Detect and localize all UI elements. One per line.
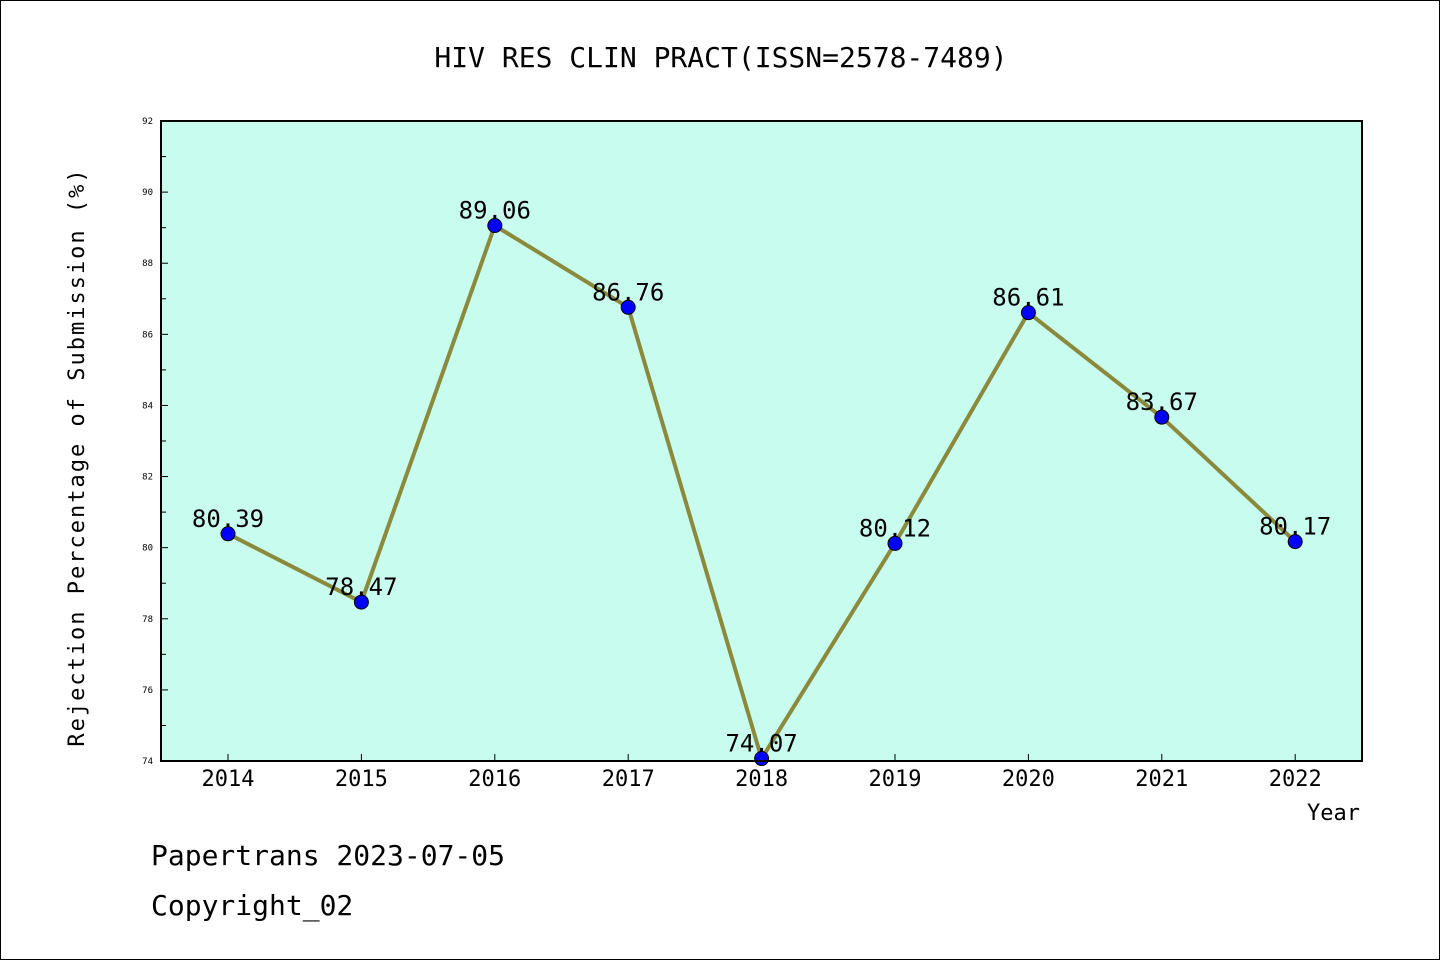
- plot-area: [161, 121, 1362, 761]
- data-labels: 80.39 78.47 89.06 86.76 74.07 80.12 86.61 83.67…: [192, 197, 1331, 758]
- x-tick-label: 2015: [335, 767, 388, 792]
- data-label-2015: 78.47: [325, 573, 397, 601]
- data-point-2019: [887, 535, 903, 551]
- plot-border: [160, 120, 1363, 762]
- data-label-2019: 80.12: [859, 514, 931, 542]
- footer-line-2: Copyright_02: [151, 889, 353, 923]
- data-point-2014: [220, 526, 236, 542]
- y-tick-label: 74: [142, 757, 153, 767]
- data-label-2017: 86.76: [592, 278, 664, 306]
- data-point-2017: [620, 299, 636, 315]
- y-tick-label: 84: [142, 401, 153, 411]
- y-tick-label: 82: [142, 473, 153, 483]
- y-tick-label: 76: [142, 686, 153, 696]
- data-point-2021: [1154, 409, 1170, 425]
- x-tick-label: 2021: [1135, 767, 1188, 792]
- data-label-2016: 89.06: [459, 197, 531, 225]
- data-point-2018: [754, 751, 770, 767]
- data-label-2018: 74.07: [725, 730, 797, 758]
- x-tick-label: 2019: [869, 767, 922, 792]
- x-tick-label: 2020: [1002, 767, 1055, 792]
- data-point-2015: [353, 594, 369, 610]
- data-label-2014: 80.39: [192, 505, 264, 533]
- data-point-2020: [1020, 305, 1036, 321]
- x-tick-label: 2014: [202, 767, 255, 792]
- x-tick-label: 2022: [1269, 767, 1322, 792]
- x-axis-label: Year: [1307, 801, 1360, 826]
- y-tick-label: 78: [142, 615, 153, 625]
- footer-line-1: Papertrans 2023-07-05: [151, 839, 505, 872]
- x-axis: 2014 2015 2016 2017 2018 2019 2020 2021 2022: [202, 754, 1322, 792]
- y-tick-label: 80: [142, 544, 153, 554]
- y-tick-label: 90: [142, 188, 153, 198]
- x-tick-label: 2018: [735, 767, 788, 792]
- data-point-2016: [487, 218, 503, 234]
- data-label-2021: 83.67: [1126, 388, 1198, 416]
- x-tick-label: 2016: [468, 767, 521, 792]
- y-tick-label: 92: [142, 117, 153, 127]
- y-axis-label: Rejection Percentage of Submission (%): [65, 167, 90, 746]
- data-label-2022: 80.17: [1259, 513, 1331, 541]
- series-group: [220, 218, 1303, 767]
- chart-title: HIV RES CLIN PRACT(ISSN=2578-7489): [434, 41, 1007, 74]
- data-label-2020: 86.61: [992, 284, 1064, 312]
- data-point-2022: [1287, 534, 1303, 550]
- y-tick-label: 88: [142, 259, 153, 269]
- x-tick-label: 2017: [602, 767, 655, 792]
- y-tick-label: 86: [142, 330, 153, 340]
- y-axis: 74 76 78 80 82 84 86 88 90 92: [142, 117, 168, 767]
